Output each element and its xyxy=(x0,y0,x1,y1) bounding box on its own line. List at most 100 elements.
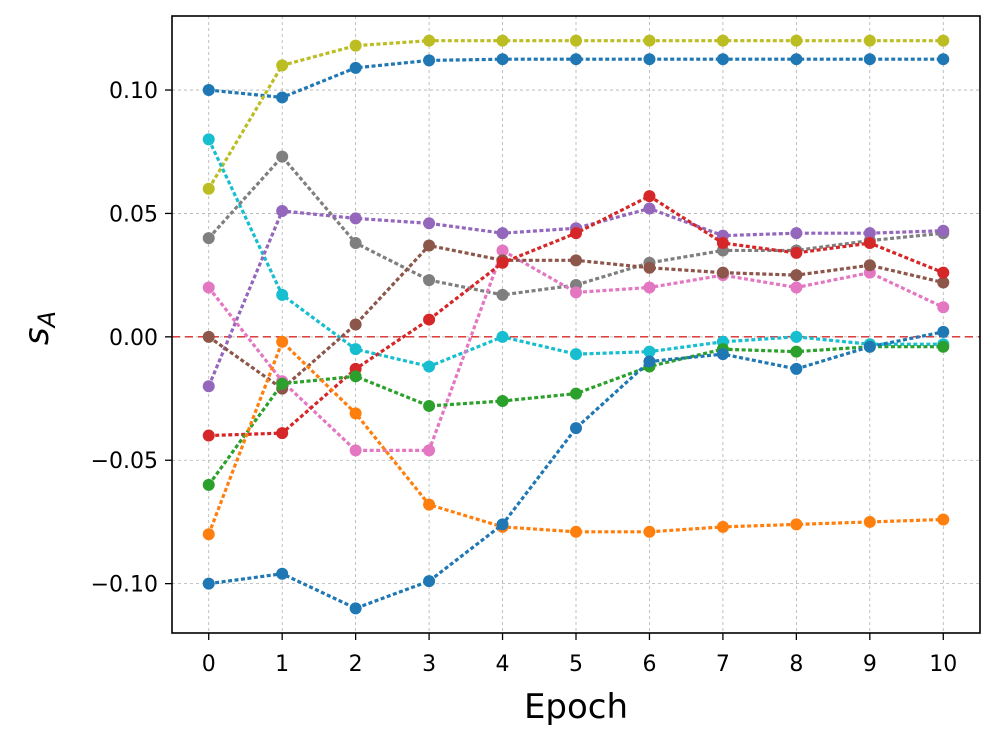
series-10-point xyxy=(423,498,436,511)
series-11-point xyxy=(863,340,876,353)
series-2-point xyxy=(423,34,436,47)
series-2-point xyxy=(276,59,289,72)
series-6-line xyxy=(207,248,944,452)
series-5-point xyxy=(496,227,509,240)
series-5-point xyxy=(349,212,362,225)
series-9-point xyxy=(423,399,436,412)
series-8-point xyxy=(790,246,803,259)
series-2-point xyxy=(202,182,215,195)
series-11-point xyxy=(937,325,950,338)
y-tick-label: −0.05 xyxy=(91,449,158,474)
series-11 xyxy=(202,325,950,615)
series-11-point xyxy=(643,355,656,368)
y-axis-label-main: s xyxy=(17,327,57,345)
series-5-point xyxy=(276,204,289,217)
series-7-point xyxy=(716,266,729,279)
series-11-point xyxy=(716,348,729,361)
x-tick-label: 5 xyxy=(569,652,583,677)
series-8-point xyxy=(423,313,436,326)
series-11-point xyxy=(276,567,289,580)
series-7-point xyxy=(202,330,215,343)
series-6-point xyxy=(570,286,582,299)
series-3-point xyxy=(790,330,803,343)
series-3-point xyxy=(496,330,509,343)
series-8-point xyxy=(276,427,289,440)
series-4-point xyxy=(423,274,436,287)
series-1-point xyxy=(349,61,362,74)
series-1-point xyxy=(570,53,582,66)
x-tick-label: 9 xyxy=(863,652,877,677)
series-6-point xyxy=(202,281,215,294)
series-10-line xyxy=(207,338,944,535)
x-tick-label: 10 xyxy=(929,652,957,677)
y-axis-label-subscript: A xyxy=(33,311,61,329)
y-tick-label: −0.10 xyxy=(91,573,158,598)
series-9-point xyxy=(790,345,803,358)
y-axis-label: sA xyxy=(17,311,61,345)
y-axis-ticks: −0.10 −0.05 0.00 0.05 0.10 xyxy=(91,79,172,598)
series-7-point xyxy=(570,254,582,267)
series-3-point xyxy=(349,343,362,356)
series-10-point xyxy=(570,525,582,538)
series-10-point xyxy=(937,513,950,526)
series-9-point xyxy=(202,478,215,491)
series-2-point xyxy=(570,34,582,47)
x-axis-ticks: 0 1 2 3 4 5 6 7 8 9 10 xyxy=(202,633,957,677)
series-5-point xyxy=(863,227,876,240)
x-tick-label: 6 xyxy=(642,652,656,677)
series-5-line xyxy=(207,206,944,387)
series-7-point xyxy=(863,259,876,272)
series-10-point xyxy=(276,335,289,348)
series-5-point xyxy=(202,380,215,393)
series-2-point xyxy=(496,34,509,47)
series-2-point xyxy=(643,34,656,47)
series-6-point xyxy=(423,444,436,457)
series-2-point xyxy=(349,39,362,52)
series-9-point xyxy=(276,377,289,390)
x-tick-label: 8 xyxy=(789,652,803,677)
series-8-point xyxy=(716,237,729,250)
series-1-point xyxy=(276,91,289,104)
series-3-point xyxy=(643,345,656,358)
x-tick-label: 2 xyxy=(349,652,363,677)
series-7-point xyxy=(349,318,362,331)
series-8-point xyxy=(863,237,876,250)
y-tick-label: 0.00 xyxy=(109,326,158,351)
series-1 xyxy=(202,53,950,104)
x-tick-label: 4 xyxy=(496,652,510,677)
series-11-point xyxy=(349,602,362,615)
series-10 xyxy=(202,335,950,541)
series-4-point xyxy=(496,288,509,301)
series-1-point xyxy=(937,53,950,66)
series-3-point xyxy=(276,288,289,301)
series-9-point xyxy=(496,395,509,408)
series-4-point xyxy=(202,232,215,245)
series-1-point xyxy=(790,53,803,66)
y-tick-label: 0.10 xyxy=(109,79,158,104)
series-7 xyxy=(202,239,950,395)
series-10-point xyxy=(863,515,876,528)
series-10-point xyxy=(202,528,215,541)
series-8-point xyxy=(570,227,582,240)
x-tick-label: 7 xyxy=(716,652,730,677)
series-1-point xyxy=(496,53,509,66)
series-3-point xyxy=(423,360,436,373)
series-2-point xyxy=(716,34,729,47)
series-10-point xyxy=(716,520,729,533)
series-6-point xyxy=(937,301,950,314)
series-1-point xyxy=(716,53,729,66)
series-1-point xyxy=(863,53,876,66)
series-4-point xyxy=(349,237,362,250)
series-1-point xyxy=(643,53,656,66)
series-10-point xyxy=(790,518,803,531)
series-2-point xyxy=(937,34,950,47)
series-5-point xyxy=(423,217,436,230)
x-axis-label: Epoch xyxy=(524,687,628,727)
series-5-point xyxy=(937,224,950,237)
series-1-point xyxy=(423,54,436,67)
series-9-point xyxy=(349,370,362,383)
series-2-line xyxy=(207,39,944,190)
series-7-point xyxy=(643,261,656,274)
series-5-point xyxy=(643,202,656,215)
